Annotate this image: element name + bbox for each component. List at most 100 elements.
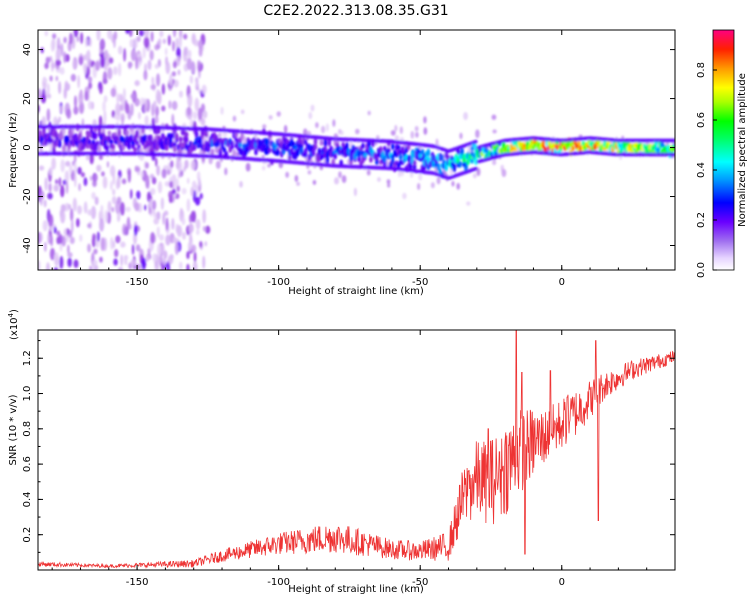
spectrogram-cell xyxy=(193,111,198,120)
spectrogram-cell xyxy=(132,38,138,50)
spectrogram-cell xyxy=(115,235,121,244)
spectrogram-cell xyxy=(214,146,219,154)
spectrogram-cell xyxy=(396,144,401,151)
colorbar-tick-label: 0.8 xyxy=(696,62,707,78)
spectrogram-cell xyxy=(224,151,229,158)
spectrogram-cell xyxy=(178,261,183,270)
spectrogram-cell xyxy=(201,84,207,95)
spectrogram-cell xyxy=(93,248,98,255)
spectrogram-cell xyxy=(61,235,66,247)
spectrogram-cell xyxy=(88,37,92,47)
spectrogram-cell xyxy=(166,169,171,176)
y-tick-label: 0.4 xyxy=(22,491,33,507)
spectrogram-cell xyxy=(184,159,189,169)
spectrogram-cell xyxy=(143,101,147,114)
spectrogram-cell xyxy=(319,139,324,146)
spectrogram-cell xyxy=(100,55,106,68)
spectrogram-cell xyxy=(285,171,290,178)
spectrogram-cell xyxy=(206,144,211,153)
spectrogram-cell xyxy=(107,130,112,136)
spectrogram-cell xyxy=(283,125,288,134)
spectrogram-cell xyxy=(334,177,340,185)
spectrogram-cell xyxy=(152,253,157,262)
spectrogram-cell xyxy=(176,155,180,170)
spectrogram-cell xyxy=(108,57,114,64)
spectrogram-cell xyxy=(154,63,160,69)
spectrogram-cell xyxy=(199,240,203,248)
spectrogram-cell xyxy=(72,197,77,212)
spectrogram-cell xyxy=(56,47,61,61)
spectrogram-cell xyxy=(58,116,61,123)
y-tick-label: 40 xyxy=(22,43,33,56)
spectrogram-cell xyxy=(184,136,189,144)
spectrogram-cell xyxy=(187,93,193,108)
spectrogram-cell xyxy=(217,132,222,137)
spectrogram-cell xyxy=(141,257,147,270)
spectrogram-cell xyxy=(168,100,172,109)
spectrogram-cell xyxy=(46,83,50,96)
spectrogram-cell xyxy=(475,129,480,139)
spectrogram-cell xyxy=(456,182,460,190)
spectrogram-cell xyxy=(440,154,445,161)
spectrogram-cell xyxy=(98,115,103,128)
spectrogram-cell xyxy=(111,206,115,213)
spectrogram-cell xyxy=(183,33,188,40)
spectrogram-cell xyxy=(68,164,73,174)
spectrogram-cell xyxy=(412,159,417,166)
spectrogram-cell xyxy=(134,98,140,107)
spectrogram-cell xyxy=(150,31,154,42)
spectrogram-cell xyxy=(65,181,69,194)
spectrogram-cell xyxy=(123,226,128,236)
spectrogram-cell xyxy=(476,167,481,177)
spectrogram-cell xyxy=(38,88,42,101)
spectrogram-cell xyxy=(119,201,125,216)
spectrogram-cell xyxy=(138,30,145,37)
spectrogram-cell xyxy=(113,30,118,40)
spectrogram-cell xyxy=(120,241,126,248)
spectrogram-cell xyxy=(156,211,161,221)
spectrogram-cell xyxy=(96,164,102,172)
spectrogram-cell xyxy=(121,178,127,185)
spectrogram-cell xyxy=(172,30,177,38)
spectrogram-cell xyxy=(87,209,93,216)
spectrogram-cell xyxy=(60,159,65,173)
spectrogram-cell xyxy=(96,231,100,242)
spectrogram-cell xyxy=(458,160,462,168)
spectrogram-cell xyxy=(165,234,171,246)
spectrogram-cell xyxy=(145,174,150,189)
spectrogram-cell xyxy=(171,217,175,230)
spectrogram-cell xyxy=(571,145,575,152)
spectrogram-cell xyxy=(143,204,147,211)
spectrogram-cell xyxy=(65,160,71,167)
spectrogram-cell xyxy=(56,230,61,236)
spectrogram-cell xyxy=(160,242,165,256)
spectrogram-cell xyxy=(181,187,187,195)
spectrogram-cell xyxy=(152,200,157,210)
spectrogram-cell xyxy=(408,162,413,171)
spectrogram-cell xyxy=(492,129,497,134)
spectrogram-cell xyxy=(156,165,161,176)
spectrogram-cell xyxy=(254,148,258,156)
spectrogram-cell xyxy=(357,155,361,163)
spectrogram-cell xyxy=(205,225,211,234)
spectrogram-texture xyxy=(38,30,675,270)
spectrogram-cell xyxy=(60,204,66,213)
spectrogram-cell xyxy=(149,198,153,209)
spectrogram-cell xyxy=(131,244,135,255)
spectrogram-cell xyxy=(656,147,661,153)
spectrogram-cell xyxy=(172,145,177,153)
spectrogram-cell xyxy=(45,56,51,64)
spectrogram-cell xyxy=(165,61,171,75)
spectrogram-cell xyxy=(197,39,204,50)
spectrogram-cell xyxy=(154,115,159,124)
spectrogram-cell xyxy=(92,233,97,241)
spectrogram-cell xyxy=(143,30,150,38)
spectrogram-y-label: Frequency (Hz) xyxy=(8,112,19,188)
spectrogram-cell xyxy=(491,114,497,120)
spectrogram-cell xyxy=(52,33,57,39)
spectrogram-cell xyxy=(197,60,201,73)
spectrogram-cell xyxy=(137,56,142,62)
spectrogram-panel: -150 -100 -50 0 40 20 0 -20 -40 Height of strai… xyxy=(8,29,676,297)
spectrogram-cell xyxy=(157,181,163,194)
spectrogram-cell xyxy=(97,144,102,153)
